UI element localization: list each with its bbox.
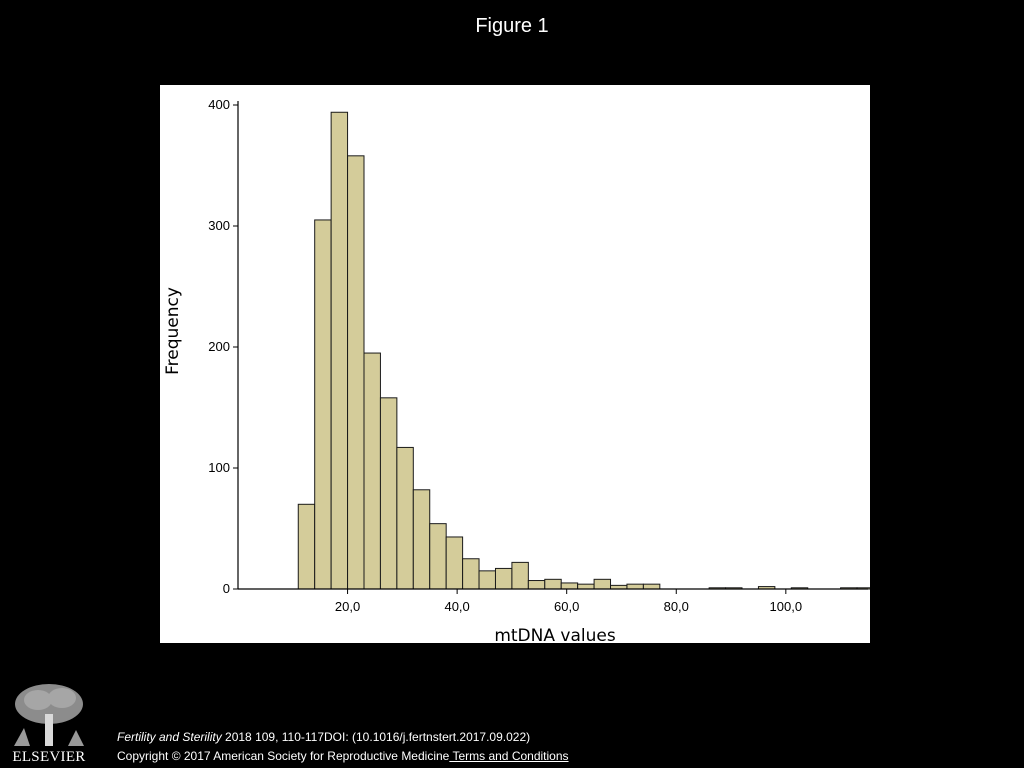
histogram-bar xyxy=(642,583,661,590)
histogram-bar xyxy=(396,446,414,590)
citation-line: Fertility and Sterility 2018 109, 110-11… xyxy=(117,730,530,744)
histogram-bar xyxy=(593,578,612,590)
terms-and-conditions-link[interactable]: Terms and Conditions xyxy=(449,749,569,763)
histogram-bar xyxy=(560,582,579,590)
x-tick-label: 20,0 xyxy=(335,599,360,614)
histogram-bar xyxy=(297,503,316,590)
histogram-bar xyxy=(626,583,644,590)
histogram-bar xyxy=(429,523,447,590)
histogram-bar xyxy=(544,578,562,590)
copyright-text: Copyright © 2017 American Society for Re… xyxy=(117,749,450,763)
chart-svg: 0 100 200 300 400 20,0 40,0 60,0 80,0 100,0 Freq… xyxy=(163,97,870,643)
histogram-bar xyxy=(314,219,332,590)
slide-title: Figure 1 xyxy=(475,15,549,37)
histogram-bar xyxy=(445,536,464,590)
x-tick-label: 40,0 xyxy=(444,599,469,614)
histogram-bar xyxy=(527,580,546,590)
y-tick-label: 200 xyxy=(208,339,230,354)
histogram-bar xyxy=(330,111,349,590)
x-tick-label: 100,0 xyxy=(770,599,803,614)
histogram-bar xyxy=(478,570,496,590)
copyright-line: Copyright © 2017 American Society for Re… xyxy=(117,749,569,763)
histogram-chart: 0 100 200 300 400 20,0 40,0 60,0 80,0 100,0 Freq… xyxy=(160,85,870,643)
axes-layer xyxy=(237,101,868,590)
tree-logo-icon xyxy=(8,680,90,746)
histogram-bar xyxy=(412,489,431,590)
histogram-bar xyxy=(363,352,381,590)
journal-name: Fertility and Sterility xyxy=(117,730,222,744)
histogram-bar xyxy=(494,567,513,590)
histogram-bar xyxy=(347,155,365,590)
y-tick-label: 400 xyxy=(208,97,230,112)
y-tick-label: 0 xyxy=(223,581,230,596)
x-ticks-layer: 20,0 40,0 60,0 80,0 100,0 xyxy=(335,589,802,614)
x-axis-title: mtDNA values xyxy=(494,626,616,643)
x-tick-label: 80,0 xyxy=(664,599,689,614)
histogram-bar xyxy=(379,397,398,590)
y-tick-label: 100 xyxy=(208,460,230,475)
y-axis-title: Frequency xyxy=(163,287,183,375)
bars-layer xyxy=(297,111,870,590)
histogram-bar xyxy=(462,558,480,590)
histogram-bar xyxy=(577,583,595,590)
elsevier-logo: ELSEVIER xyxy=(8,680,90,766)
citation-details: 2018 109, 110-117DOI: (10.1016/j.fertnst… xyxy=(221,730,531,744)
y-tick-label: 300 xyxy=(208,218,230,233)
logo-wordmark: ELSEVIER xyxy=(12,749,86,765)
histogram-bar xyxy=(511,561,529,590)
x-tick-label: 60,0 xyxy=(554,599,579,614)
y-ticks-layer: 0 100 200 300 400 xyxy=(208,97,238,596)
